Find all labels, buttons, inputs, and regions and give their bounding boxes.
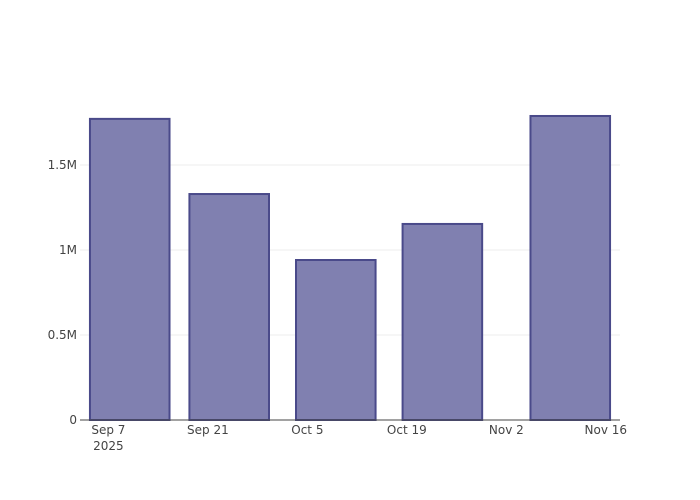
bar: [401, 222, 484, 421]
bar: [88, 117, 171, 421]
y-tick-label: 0: [69, 413, 77, 427]
y-tick-label: 1M: [59, 243, 77, 257]
x-tick-label: Nov 16: [585, 423, 628, 437]
y-tick-label: 0.5M: [48, 328, 77, 342]
y-tick-label: 1.5M: [48, 158, 77, 172]
x-tick-label: Oct 5: [291, 423, 323, 437]
x-tick-label: Nov 2: [489, 423, 524, 437]
x-tick-label: Sep 21: [187, 423, 229, 437]
x-tick-label: Sep 7 2025: [91, 423, 125, 453]
bar: [295, 259, 377, 421]
x-tick-label: Oct 19: [387, 423, 427, 437]
bar: [529, 114, 612, 421]
bar: [188, 193, 270, 421]
